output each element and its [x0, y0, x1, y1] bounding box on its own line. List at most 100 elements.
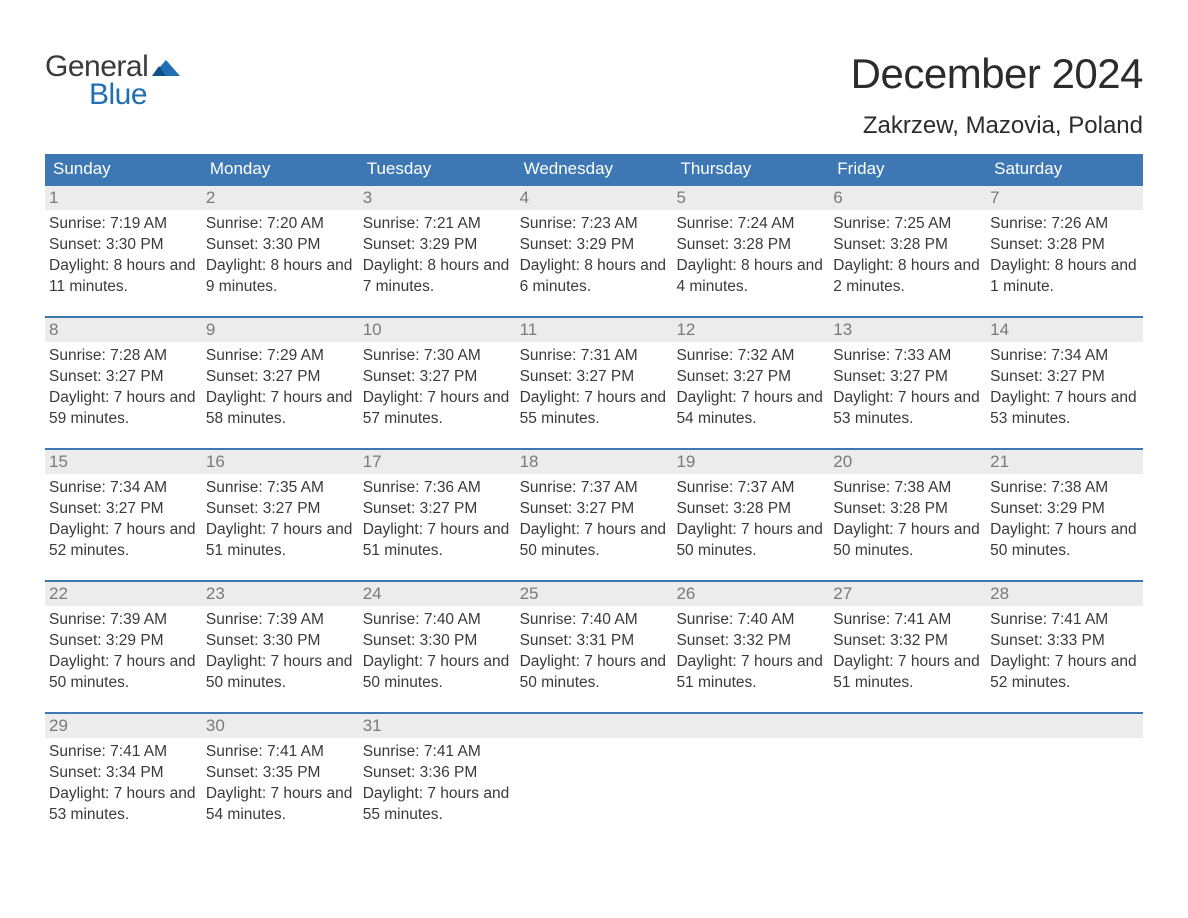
sunset-line: Sunset: 3:29 PM	[520, 235, 671, 256]
sunrise-line: Sunrise: 7:41 AM	[363, 742, 514, 763]
day-number	[516, 714, 673, 738]
sunset-line: Sunset: 3:29 PM	[990, 499, 1141, 520]
day-body	[829, 738, 986, 830]
header: General Blue December 2024 Zakrzew, Mazo…	[45, 50, 1143, 140]
day-body: Sunrise: 7:34 AMSunset: 3:27 PMDaylight:…	[986, 342, 1143, 434]
sunrise-line: Sunrise: 7:41 AM	[49, 742, 200, 763]
day-body	[986, 738, 1143, 830]
daylight-line: Daylight: 7 hours and 55 minutes.	[363, 784, 514, 826]
daylight-line: Daylight: 7 hours and 57 minutes.	[363, 388, 514, 430]
day-cell: 8Sunrise: 7:28 AMSunset: 3:27 PMDaylight…	[45, 318, 202, 434]
day-cell: 20Sunrise: 7:38 AMSunset: 3:28 PMDayligh…	[829, 450, 986, 566]
day-body: Sunrise: 7:39 AMSunset: 3:30 PMDaylight:…	[202, 606, 359, 698]
day-number: 4	[516, 186, 673, 210]
day-body: Sunrise: 7:31 AMSunset: 3:27 PMDaylight:…	[516, 342, 673, 434]
sunrise-line: Sunrise: 7:41 AM	[990, 610, 1141, 631]
sunset-line: Sunset: 3:27 PM	[520, 367, 671, 388]
sunset-line: Sunset: 3:35 PM	[206, 763, 357, 784]
daylight-line: Daylight: 8 hours and 9 minutes.	[206, 256, 357, 298]
daylight-line: Daylight: 7 hours and 50 minutes.	[676, 520, 827, 562]
day-body: Sunrise: 7:36 AMSunset: 3:27 PMDaylight:…	[359, 474, 516, 566]
daylight-line: Daylight: 8 hours and 2 minutes.	[833, 256, 984, 298]
day-cell: 22Sunrise: 7:39 AMSunset: 3:29 PMDayligh…	[45, 582, 202, 698]
location: Zakrzew, Mazovia, Poland	[851, 112, 1143, 140]
day-number: 19	[672, 450, 829, 474]
sunrise-line: Sunrise: 7:33 AM	[833, 346, 984, 367]
day-body: Sunrise: 7:33 AMSunset: 3:27 PMDaylight:…	[829, 342, 986, 434]
day-body: Sunrise: 7:37 AMSunset: 3:27 PMDaylight:…	[516, 474, 673, 566]
sunset-line: Sunset: 3:27 PM	[990, 367, 1141, 388]
day-number: 15	[45, 450, 202, 474]
sunset-line: Sunset: 3:28 PM	[833, 235, 984, 256]
sunset-line: Sunset: 3:31 PM	[520, 631, 671, 652]
sunset-line: Sunset: 3:32 PM	[833, 631, 984, 652]
sunset-line: Sunset: 3:36 PM	[363, 763, 514, 784]
day-cell: 30Sunrise: 7:41 AMSunset: 3:35 PMDayligh…	[202, 714, 359, 830]
sunrise-line: Sunrise: 7:31 AM	[520, 346, 671, 367]
day-body: Sunrise: 7:37 AMSunset: 3:28 PMDaylight:…	[672, 474, 829, 566]
day-cell: 29Sunrise: 7:41 AMSunset: 3:34 PMDayligh…	[45, 714, 202, 830]
day-number	[829, 714, 986, 738]
daylight-line: Daylight: 7 hours and 58 minutes.	[206, 388, 357, 430]
day-cell: 25Sunrise: 7:40 AMSunset: 3:31 PMDayligh…	[516, 582, 673, 698]
daylight-line: Daylight: 7 hours and 51 minutes.	[833, 652, 984, 694]
day-number: 27	[829, 582, 986, 606]
day-body: Sunrise: 7:41 AMSunset: 3:36 PMDaylight:…	[359, 738, 516, 830]
day-number: 11	[516, 318, 673, 342]
day-number: 13	[829, 318, 986, 342]
day-number: 7	[986, 186, 1143, 210]
week-row: 15Sunrise: 7:34 AMSunset: 3:27 PMDayligh…	[45, 448, 1143, 566]
day-body: Sunrise: 7:41 AMSunset: 3:34 PMDaylight:…	[45, 738, 202, 830]
dayhead-sat: Saturday	[986, 159, 1143, 179]
sunrise-line: Sunrise: 7:34 AM	[49, 478, 200, 499]
day-number: 28	[986, 582, 1143, 606]
sunrise-line: Sunrise: 7:40 AM	[363, 610, 514, 631]
sunset-line: Sunset: 3:30 PM	[363, 631, 514, 652]
sunrise-line: Sunrise: 7:37 AM	[520, 478, 671, 499]
day-body: Sunrise: 7:20 AMSunset: 3:30 PMDaylight:…	[202, 210, 359, 302]
day-cell: 3Sunrise: 7:21 AMSunset: 3:29 PMDaylight…	[359, 186, 516, 302]
daylight-line: Daylight: 7 hours and 54 minutes.	[206, 784, 357, 826]
sunrise-line: Sunrise: 7:19 AM	[49, 214, 200, 235]
day-number: 8	[45, 318, 202, 342]
sunrise-line: Sunrise: 7:32 AM	[676, 346, 827, 367]
day-number: 18	[516, 450, 673, 474]
sunrise-line: Sunrise: 7:28 AM	[49, 346, 200, 367]
day-cell	[672, 714, 829, 830]
sunset-line: Sunset: 3:30 PM	[206, 235, 357, 256]
week-row: 1Sunrise: 7:19 AMSunset: 3:30 PMDaylight…	[45, 184, 1143, 302]
sunset-line: Sunset: 3:29 PM	[49, 631, 200, 652]
sunset-line: Sunset: 3:28 PM	[676, 235, 827, 256]
sunset-line: Sunset: 3:27 PM	[49, 367, 200, 388]
day-cell: 14Sunrise: 7:34 AMSunset: 3:27 PMDayligh…	[986, 318, 1143, 434]
day-body: Sunrise: 7:39 AMSunset: 3:29 PMDaylight:…	[45, 606, 202, 698]
day-body: Sunrise: 7:40 AMSunset: 3:30 PMDaylight:…	[359, 606, 516, 698]
sunrise-line: Sunrise: 7:25 AM	[833, 214, 984, 235]
sunset-line: Sunset: 3:28 PM	[833, 499, 984, 520]
day-cell: 10Sunrise: 7:30 AMSunset: 3:27 PMDayligh…	[359, 318, 516, 434]
day-number: 23	[202, 582, 359, 606]
sunrise-line: Sunrise: 7:21 AM	[363, 214, 514, 235]
day-body: Sunrise: 7:34 AMSunset: 3:27 PMDaylight:…	[45, 474, 202, 566]
sunset-line: Sunset: 3:28 PM	[676, 499, 827, 520]
day-number: 14	[986, 318, 1143, 342]
day-cell: 23Sunrise: 7:39 AMSunset: 3:30 PMDayligh…	[202, 582, 359, 698]
day-cell	[829, 714, 986, 830]
day-cell: 12Sunrise: 7:32 AMSunset: 3:27 PMDayligh…	[672, 318, 829, 434]
day-number: 31	[359, 714, 516, 738]
day-body: Sunrise: 7:23 AMSunset: 3:29 PMDaylight:…	[516, 210, 673, 302]
week-row: 29Sunrise: 7:41 AMSunset: 3:34 PMDayligh…	[45, 712, 1143, 830]
sunrise-line: Sunrise: 7:30 AM	[363, 346, 514, 367]
sunset-line: Sunset: 3:33 PM	[990, 631, 1141, 652]
calendar: Sunday Monday Tuesday Wednesday Thursday…	[45, 154, 1143, 830]
daylight-line: Daylight: 7 hours and 52 minutes.	[49, 520, 200, 562]
sunrise-line: Sunrise: 7:38 AM	[833, 478, 984, 499]
day-body: Sunrise: 7:30 AMSunset: 3:27 PMDaylight:…	[359, 342, 516, 434]
daylight-line: Daylight: 7 hours and 53 minutes.	[833, 388, 984, 430]
day-number: 12	[672, 318, 829, 342]
day-body: Sunrise: 7:21 AMSunset: 3:29 PMDaylight:…	[359, 210, 516, 302]
daylight-line: Daylight: 7 hours and 51 minutes.	[206, 520, 357, 562]
sunrise-line: Sunrise: 7:24 AM	[676, 214, 827, 235]
day-body: Sunrise: 7:19 AMSunset: 3:30 PMDaylight:…	[45, 210, 202, 302]
sunset-line: Sunset: 3:27 PM	[676, 367, 827, 388]
